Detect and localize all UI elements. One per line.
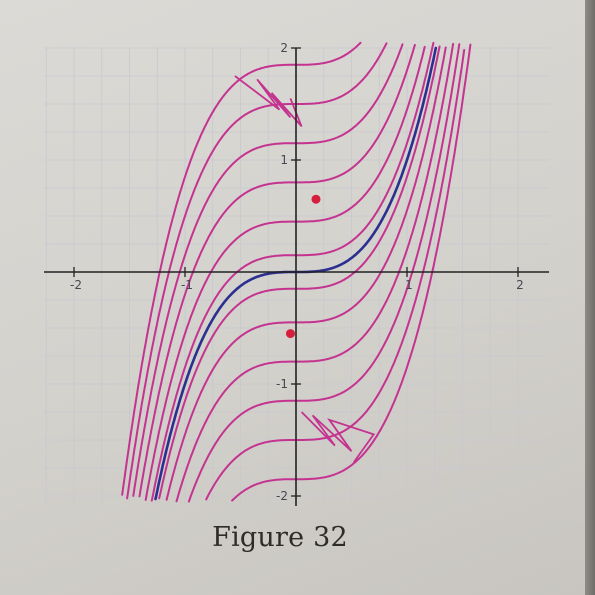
solution-curve-9 bbox=[138, 43, 416, 498]
solution-curve-11 bbox=[126, 42, 388, 500]
zigzag-mark-0 bbox=[234, 75, 303, 127]
zigzag-marks bbox=[234, 75, 376, 463]
solution-curve-3 bbox=[175, 42, 455, 503]
solution-curve-8 bbox=[144, 45, 426, 501]
solution-curve-2 bbox=[187, 43, 461, 503]
highlight-point-1 bbox=[285, 329, 295, 339]
y-tick-label: -2 bbox=[276, 489, 288, 503]
x-tick-label: -1 bbox=[181, 278, 193, 292]
solution-curve-1 bbox=[205, 49, 466, 501]
plot-axes bbox=[44, 48, 549, 506]
y-tick-label: 1 bbox=[280, 153, 288, 167]
figure-caption: Figure 32 bbox=[212, 522, 348, 553]
solution-curve-10 bbox=[132, 43, 404, 497]
solution-curve-0 bbox=[231, 43, 472, 502]
y-tick-label: -1 bbox=[276, 377, 288, 391]
x-tick-label: 2 bbox=[516, 278, 524, 292]
highlighted-points bbox=[285, 194, 321, 339]
x-tick-label: 1 bbox=[405, 278, 413, 292]
page-edge bbox=[585, 0, 595, 595]
zigzag-mark-1 bbox=[300, 411, 376, 463]
axis-ticks: -2 -1 1 2 2 1 -1 -2 bbox=[70, 41, 524, 503]
highlight-point-0 bbox=[311, 194, 321, 204]
x-tick-label: -2 bbox=[70, 278, 82, 292]
solution-curve-12 bbox=[121, 41, 362, 496]
solution-curve-5 bbox=[158, 45, 441, 500]
y-tick-label: 2 bbox=[280, 41, 288, 55]
solution-curve-4 bbox=[165, 46, 447, 501]
solution-curve-7 bbox=[150, 41, 435, 502]
